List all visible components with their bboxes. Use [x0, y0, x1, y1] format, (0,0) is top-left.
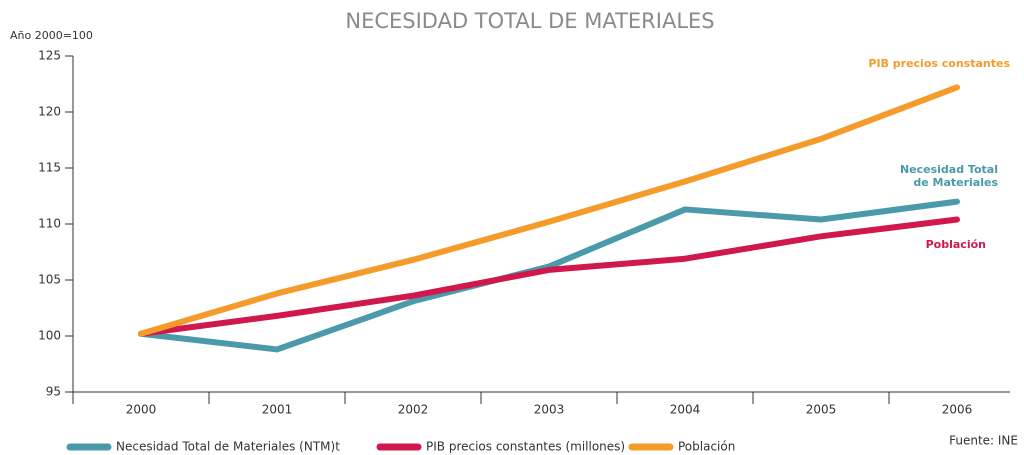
y-tick-label: 110 [38, 217, 61, 231]
x-tick-label: 2006 [942, 403, 973, 417]
series-line [138, 216, 960, 337]
annotation: Población [926, 238, 986, 251]
annotation: Necesidad Total [900, 163, 998, 176]
x-tick-label: 2005 [806, 403, 837, 417]
y-tick-label: 100 [38, 329, 61, 343]
y-tick-label: 125 [38, 49, 61, 63]
y-axis-label: Año 2000=100 [10, 29, 93, 42]
legend-label: PIB precios constantes (millones) [426, 440, 625, 454]
x-tick-label: 2002 [398, 403, 429, 417]
chart-title: NECESIDAD TOTAL DE MATERIALES [345, 9, 714, 33]
x-tick-label: 2003 [534, 403, 565, 417]
x-tick-label: 2000 [126, 403, 157, 417]
x-tick-label: 2001 [262, 403, 293, 417]
y-tick-label: 105 [38, 273, 61, 287]
annotation: PIB precios constantes [868, 57, 1010, 70]
annotation: de Materiales [913, 176, 998, 189]
series-line [138, 198, 960, 353]
y-tick-label: 115 [38, 161, 61, 175]
source: Fuente: INE [949, 434, 1018, 448]
x-tick-label: 2004 [670, 403, 701, 417]
legend-label: Población [678, 440, 735, 454]
y-tick-label: 120 [38, 105, 61, 119]
legend-label: Necesidad Total de Materiales (NTM)t [116, 440, 340, 454]
series-line [138, 84, 960, 337]
y-tick-label: 95 [46, 385, 61, 399]
